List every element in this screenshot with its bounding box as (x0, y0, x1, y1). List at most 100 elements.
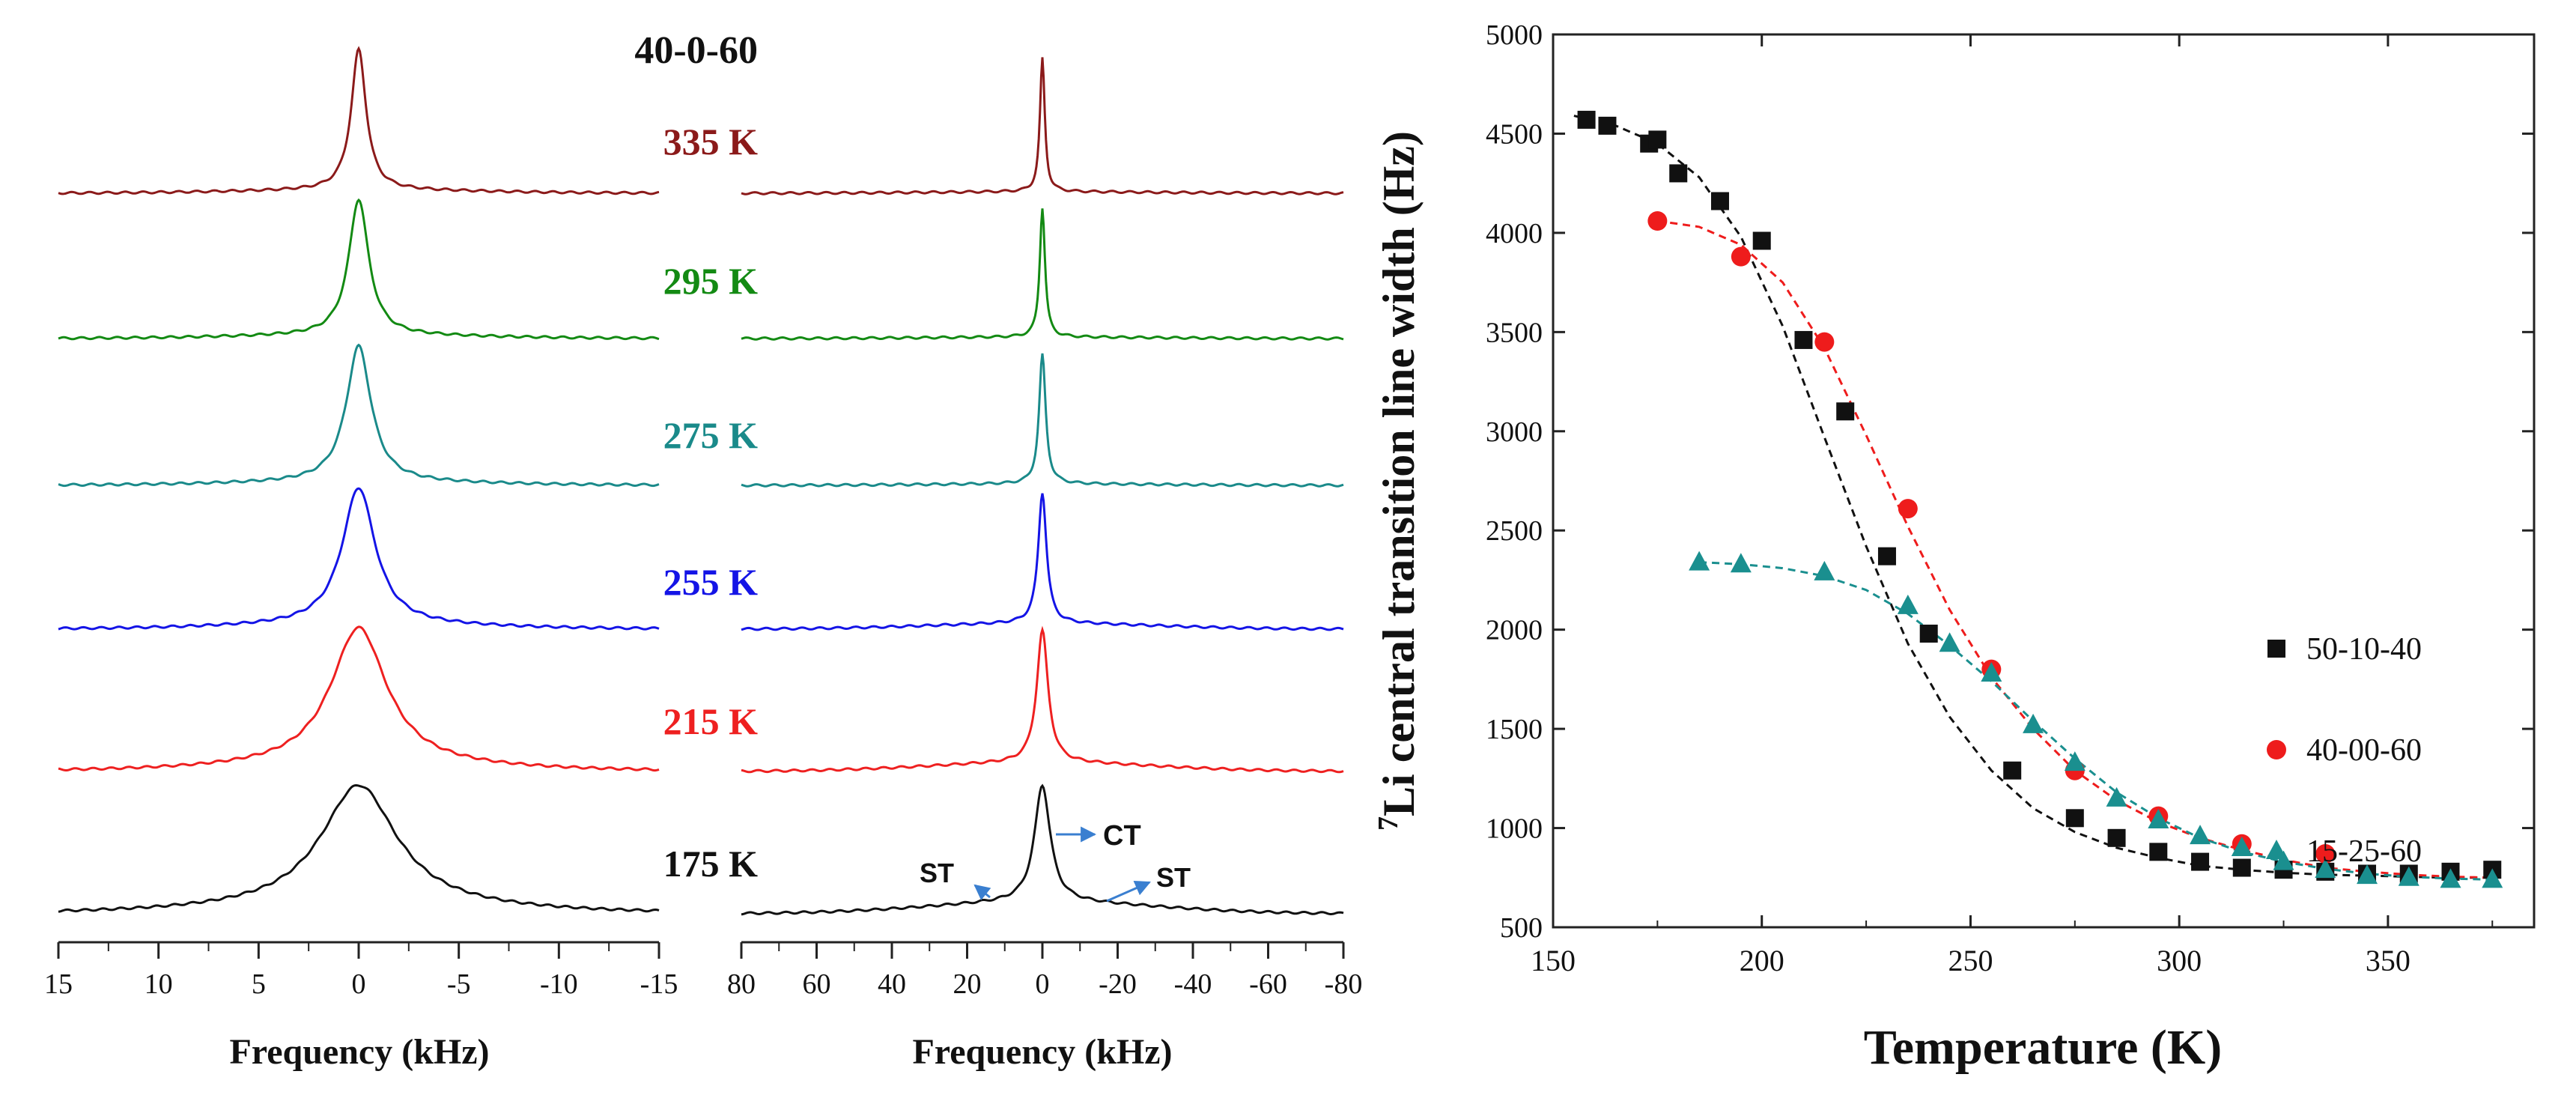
data-point (2064, 751, 2086, 771)
y-tick-label: 3500 (1486, 317, 1543, 348)
legend-marker (2267, 740, 2286, 759)
legend-marker (2267, 640, 2285, 658)
x-tick-label: 60 (803, 968, 831, 1000)
data-point (1836, 402, 1855, 421)
data-point (2231, 837, 2253, 857)
data-point (1814, 560, 1835, 580)
x-tick-label: 20 (953, 968, 982, 1000)
axis-ticks: 150 200 250 300 350 500 1000 1500 2000 2500 3000 35… (1486, 19, 2534, 977)
x-tick-label: 80 (727, 968, 756, 1000)
data-point (2065, 809, 2084, 828)
data-point (1814, 332, 1835, 352)
spectrum-trace (58, 487, 660, 631)
data-point (2148, 808, 2169, 828)
y-tick-label: 2000 (1486, 615, 1543, 646)
data-point (2482, 868, 2503, 888)
x-tick-label: -80 (1325, 968, 1363, 1000)
x-tick-label: 200 (1740, 944, 1784, 977)
data-point (1877, 547, 1896, 565)
x-axis-title: Temperature (K) (1864, 1020, 2222, 1075)
y-axis-title-superscript: 7 (1373, 816, 1404, 831)
x-tick-label: 0 (1036, 968, 1050, 1000)
y-tick-label: 2500 (1486, 515, 1543, 547)
data-point (2191, 852, 2210, 871)
x-tick-label: 0 (352, 968, 366, 1000)
st-right-arrow (1106, 880, 1151, 903)
y-tick-label: 1000 (1486, 813, 1543, 845)
x-tick-label: 300 (2157, 944, 2202, 977)
spectrum-trace (741, 57, 1344, 195)
y-axis-title: 7Li central transition line width (Hz) (1373, 131, 1424, 831)
data-point (1689, 551, 1710, 571)
middle-panel-xlabel: Frequency (kHz) (912, 1032, 1172, 1072)
x-tick-label: 40 (878, 968, 906, 1000)
ct-label: CT (1103, 820, 1141, 852)
x-tick-label: -5 (447, 968, 471, 1000)
data-point (1648, 130, 1667, 149)
data-point (1710, 192, 1729, 210)
data-point (2149, 843, 2168, 861)
data-point (1731, 246, 1751, 267)
data-point (1981, 661, 2002, 682)
data-point (2232, 858, 2251, 877)
spectrum-trace (58, 46, 660, 195)
legend-label: 40-00-60 (2306, 733, 2422, 768)
data-point (1898, 499, 1918, 519)
sample-label: 40-0-60 (634, 29, 758, 72)
data-point (2106, 786, 2127, 807)
left-panel-xlabel: Frequency (kHz) (229, 1032, 489, 1072)
x-tick-label: -15 (640, 968, 678, 1000)
spectrum-trace (741, 783, 1344, 916)
data-point (1730, 553, 1752, 573)
spectrum-trace (58, 625, 660, 772)
data-point (2357, 864, 2378, 885)
data-point (1669, 164, 1688, 183)
linewidth-chart: 150 200 250 300 350 500 1000 1500 2000 2500 3000 35… (1373, 19, 2536, 1075)
data-point (2003, 761, 2022, 780)
x-tick-label: 150 (1531, 944, 1576, 977)
plot-frame (1552, 33, 2536, 929)
x-tick-label: 5 (252, 968, 266, 1000)
x-tick-label: -20 (1099, 968, 1137, 1000)
spectrum-trace (741, 493, 1344, 631)
spectrum-trace (58, 198, 660, 341)
data-point (2273, 850, 2294, 870)
temperature-label: 295 K (663, 260, 759, 302)
x-tick-label: -40 (1174, 968, 1212, 1000)
spectra-panel-narrow: 15 10 5 0 -5 -10 -15 (44, 46, 678, 1000)
y-tick-label: 5000 (1486, 19, 1543, 51)
spectrum-trace (58, 343, 660, 488)
data-point (1577, 110, 1596, 129)
st-left-arrow (973, 884, 991, 901)
x-tick-label: 350 (2366, 944, 2411, 977)
y-tick-label: 3000 (1486, 416, 1543, 448)
legend-marker (2266, 840, 2287, 859)
data-point (2023, 713, 2044, 733)
data-point (1647, 210, 1668, 231)
st-right-label: ST (1156, 862, 1191, 893)
y-tick-label: 500 (1500, 912, 1543, 944)
y-tick-label: 4000 (1486, 218, 1543, 249)
x-tick-label: 250 (1948, 944, 1993, 977)
data-point (2315, 858, 2336, 879)
data-point (2398, 866, 2419, 886)
temperature-labels: 335 K 295 K 275 K 255 K 215 K 175 K (663, 121, 759, 885)
x-tick-label: 15 (44, 968, 73, 1000)
data-point (2107, 828, 2126, 847)
x-tick-label: 10 (145, 968, 173, 1000)
data-point (2190, 825, 2211, 845)
data-point (1939, 632, 1960, 652)
spectrum-trace (58, 783, 660, 913)
data-point (2315, 843, 2336, 864)
x-tick-label: -60 (1249, 968, 1287, 1000)
temperature-label: 215 K (663, 700, 759, 742)
data-point (1897, 594, 1919, 614)
data-point (1794, 330, 1813, 349)
y-tick-label: 1500 (1486, 714, 1543, 745)
data-point (1598, 116, 1617, 135)
spectrum-trace (741, 625, 1344, 774)
spectrum-trace (741, 208, 1344, 341)
temperature-label: 335 K (663, 121, 759, 163)
spectrum-trace (741, 353, 1344, 488)
